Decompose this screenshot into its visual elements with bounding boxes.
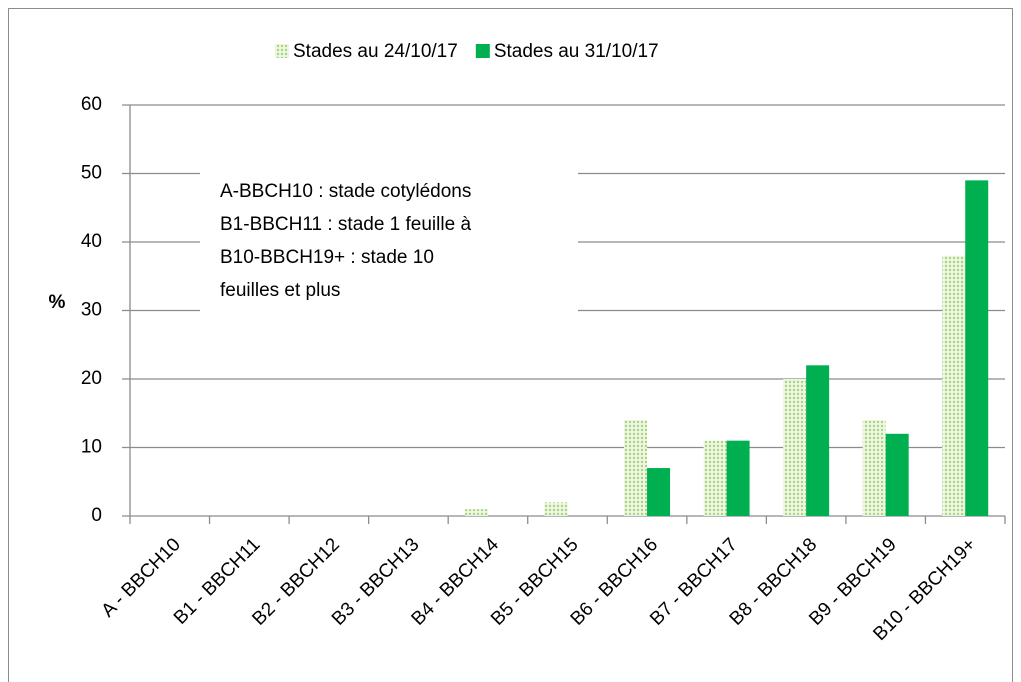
annotation-line: B10-BBCH19+ : stade 10: [220, 247, 434, 268]
chart-frame: [8, 8, 1013, 682]
bar: [942, 255, 966, 516]
y-tick-label: 60: [81, 94, 102, 115]
y-tick-label: 50: [81, 163, 102, 184]
annotation-line: feuilles et plus: [220, 280, 340, 301]
annotation-line: B1-BBCH11 : stade 1 feuille à: [220, 214, 471, 235]
bar: [703, 440, 727, 516]
legend-label: Stades au 31/10/17: [494, 41, 659, 62]
y-tick-label: 10: [81, 437, 102, 458]
bar: [544, 502, 568, 516]
bar: [464, 509, 488, 516]
legend-label: Stades au 24/10/17: [293, 41, 458, 62]
x-tick-label: A - BBCH10: [98, 534, 185, 621]
legend-swatch: [475, 44, 490, 58]
y-tick-label: 40: [81, 231, 102, 252]
bar: [783, 379, 807, 516]
y-tick-label: 0: [91, 505, 102, 526]
y-tick-label: 30: [81, 300, 102, 321]
bar: [624, 420, 648, 516]
annotation-line: A-BBCH10 : stade cotylédons: [220, 181, 471, 202]
bar: [726, 440, 750, 516]
legend-swatch: [275, 44, 289, 58]
bar: [647, 468, 671, 516]
y-axis-label: %: [49, 292, 66, 313]
bar: [885, 433, 909, 516]
bar: [965, 180, 989, 516]
bar: [862, 420, 886, 516]
y-tick-label: 20: [81, 368, 102, 389]
annotation-box: [200, 168, 578, 313]
bar: [806, 365, 830, 516]
